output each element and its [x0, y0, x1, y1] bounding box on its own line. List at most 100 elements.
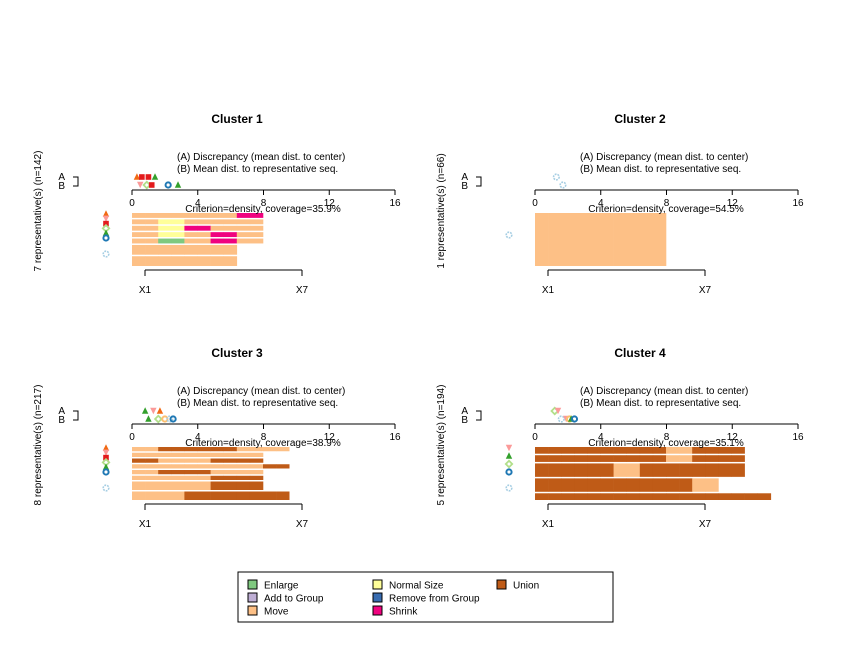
distance-axis-tick-label: 0: [532, 432, 538, 443]
sequence-cell: [197, 238, 211, 244]
sequence-cell: [132, 213, 146, 218]
legend-swatch: [372, 592, 383, 603]
sequence-cell: [158, 475, 172, 480]
sequence-cell: [535, 455, 549, 462]
sequence-cell: [223, 238, 238, 244]
sequence-cell: [158, 452, 172, 457]
sequence-cell: [249, 475, 264, 480]
sequence-cell: [600, 213, 614, 266]
sequence-cell: [679, 478, 693, 492]
sequence-cell: [171, 447, 185, 452]
sequence-cell: [223, 491, 238, 500]
marker-square: [103, 454, 109, 461]
row-label-b: B: [58, 181, 65, 192]
sequence-cell: [613, 213, 627, 266]
sequence-cell: [210, 464, 224, 469]
sequence-cell: [210, 447, 224, 452]
sequence-cell: [652, 463, 667, 477]
sequence-cell: [236, 232, 251, 238]
sequence-cell: [276, 464, 290, 469]
sequence-cell: [223, 213, 238, 218]
sequence-cell: [587, 478, 601, 492]
marker-diamond: [504, 459, 514, 469]
sequence-cell: [197, 447, 211, 452]
sequence-cell: [561, 463, 575, 477]
marker-star: [505, 484, 513, 492]
sequence-cell: [223, 475, 238, 480]
sequence-cell: [210, 219, 224, 225]
sequence-cell: [574, 463, 588, 477]
distance-axis-tick-label: 16: [792, 198, 804, 209]
sequence-cell: [158, 481, 172, 490]
sequence-cell: [548, 447, 562, 454]
marker-triangle: [174, 181, 182, 188]
sequence-cell: [184, 225, 198, 231]
legend-swatch: [247, 605, 258, 616]
sequence-cell: [197, 232, 211, 238]
sequence-cell: [587, 447, 601, 454]
marker-triangle: [156, 407, 164, 414]
sequence-cell: [197, 464, 211, 469]
marker-triangle: [102, 444, 110, 451]
sequence-cell: [561, 478, 575, 492]
sequence-cell: [600, 447, 614, 454]
sequence-cell: [535, 493, 549, 500]
sequence-cell: [184, 458, 198, 463]
row-label-a: A: [58, 172, 65, 183]
sequence-cell: [171, 225, 185, 231]
sequence-cell: [197, 452, 211, 457]
sequence-cell: [613, 478, 627, 492]
marker-star: [505, 231, 513, 239]
sequence-cell: [197, 470, 211, 475]
sequence-axis-label: X1: [139, 285, 152, 296]
sequence-cell: [197, 219, 211, 225]
row-label-b: B: [58, 415, 65, 426]
sequence-cell: [132, 232, 146, 238]
marker-square: [148, 182, 155, 188]
sequence-cell: [236, 219, 251, 225]
sequence-cell: [184, 238, 198, 244]
sequence-cell: [223, 244, 238, 255]
sequence-cell: [132, 464, 146, 469]
marker-square: [139, 174, 145, 180]
sequence-cell: [626, 447, 641, 454]
state-legend: Enlarge Add to Group Move Normal Size Remove…: [237, 571, 614, 623]
sequence-cell: [145, 475, 159, 480]
marker-down-triangle: [102, 215, 110, 222]
row-label-b: B: [461, 415, 468, 426]
sequence-cell: [263, 491, 277, 500]
sequence-cell: [223, 470, 238, 475]
sequence-cell: [587, 493, 601, 500]
sequence-cell: [223, 481, 238, 490]
sequence-cell: [171, 491, 185, 500]
sequence-cell: [731, 493, 745, 500]
sequence-cell: [639, 455, 654, 462]
panel-ylabel: 1 representative(s) (n=66): [436, 153, 447, 268]
distance-axis-tick-label: 0: [129, 198, 135, 209]
marker-down-triangle: [137, 181, 144, 189]
sequence-cell: [223, 452, 238, 457]
sequence-cell: [223, 458, 238, 463]
sequence-cell: [652, 447, 667, 454]
sequence-cell: [249, 452, 264, 457]
sequence-cell: [639, 213, 654, 266]
marker-star: [559, 181, 567, 189]
marker-triangle: [102, 229, 110, 236]
sequence-cell: [184, 452, 198, 457]
sequence-cell: [679, 493, 693, 500]
distance-legend-a: (A) Discrepancy (mean dist. to center): [177, 386, 345, 397]
row-label-b: B: [461, 181, 468, 192]
sequence-cell: [132, 256, 146, 266]
criterion-text: Criterion=density, coverage=35.9%: [185, 204, 341, 215]
distance-axis-tick-label: 12: [324, 432, 336, 443]
panel-ylabel: 8 representative(s) (n=217): [33, 385, 44, 506]
sequence-cell: [145, 232, 159, 238]
sequence-cell: [600, 478, 614, 492]
sequence-cell: [171, 452, 185, 457]
marker-square: [145, 174, 152, 180]
sequence-cell: [600, 493, 614, 500]
row-label-a: A: [461, 406, 468, 417]
sequence-cell: [249, 238, 264, 244]
distance-axis-tick-label: 8: [664, 198, 670, 209]
